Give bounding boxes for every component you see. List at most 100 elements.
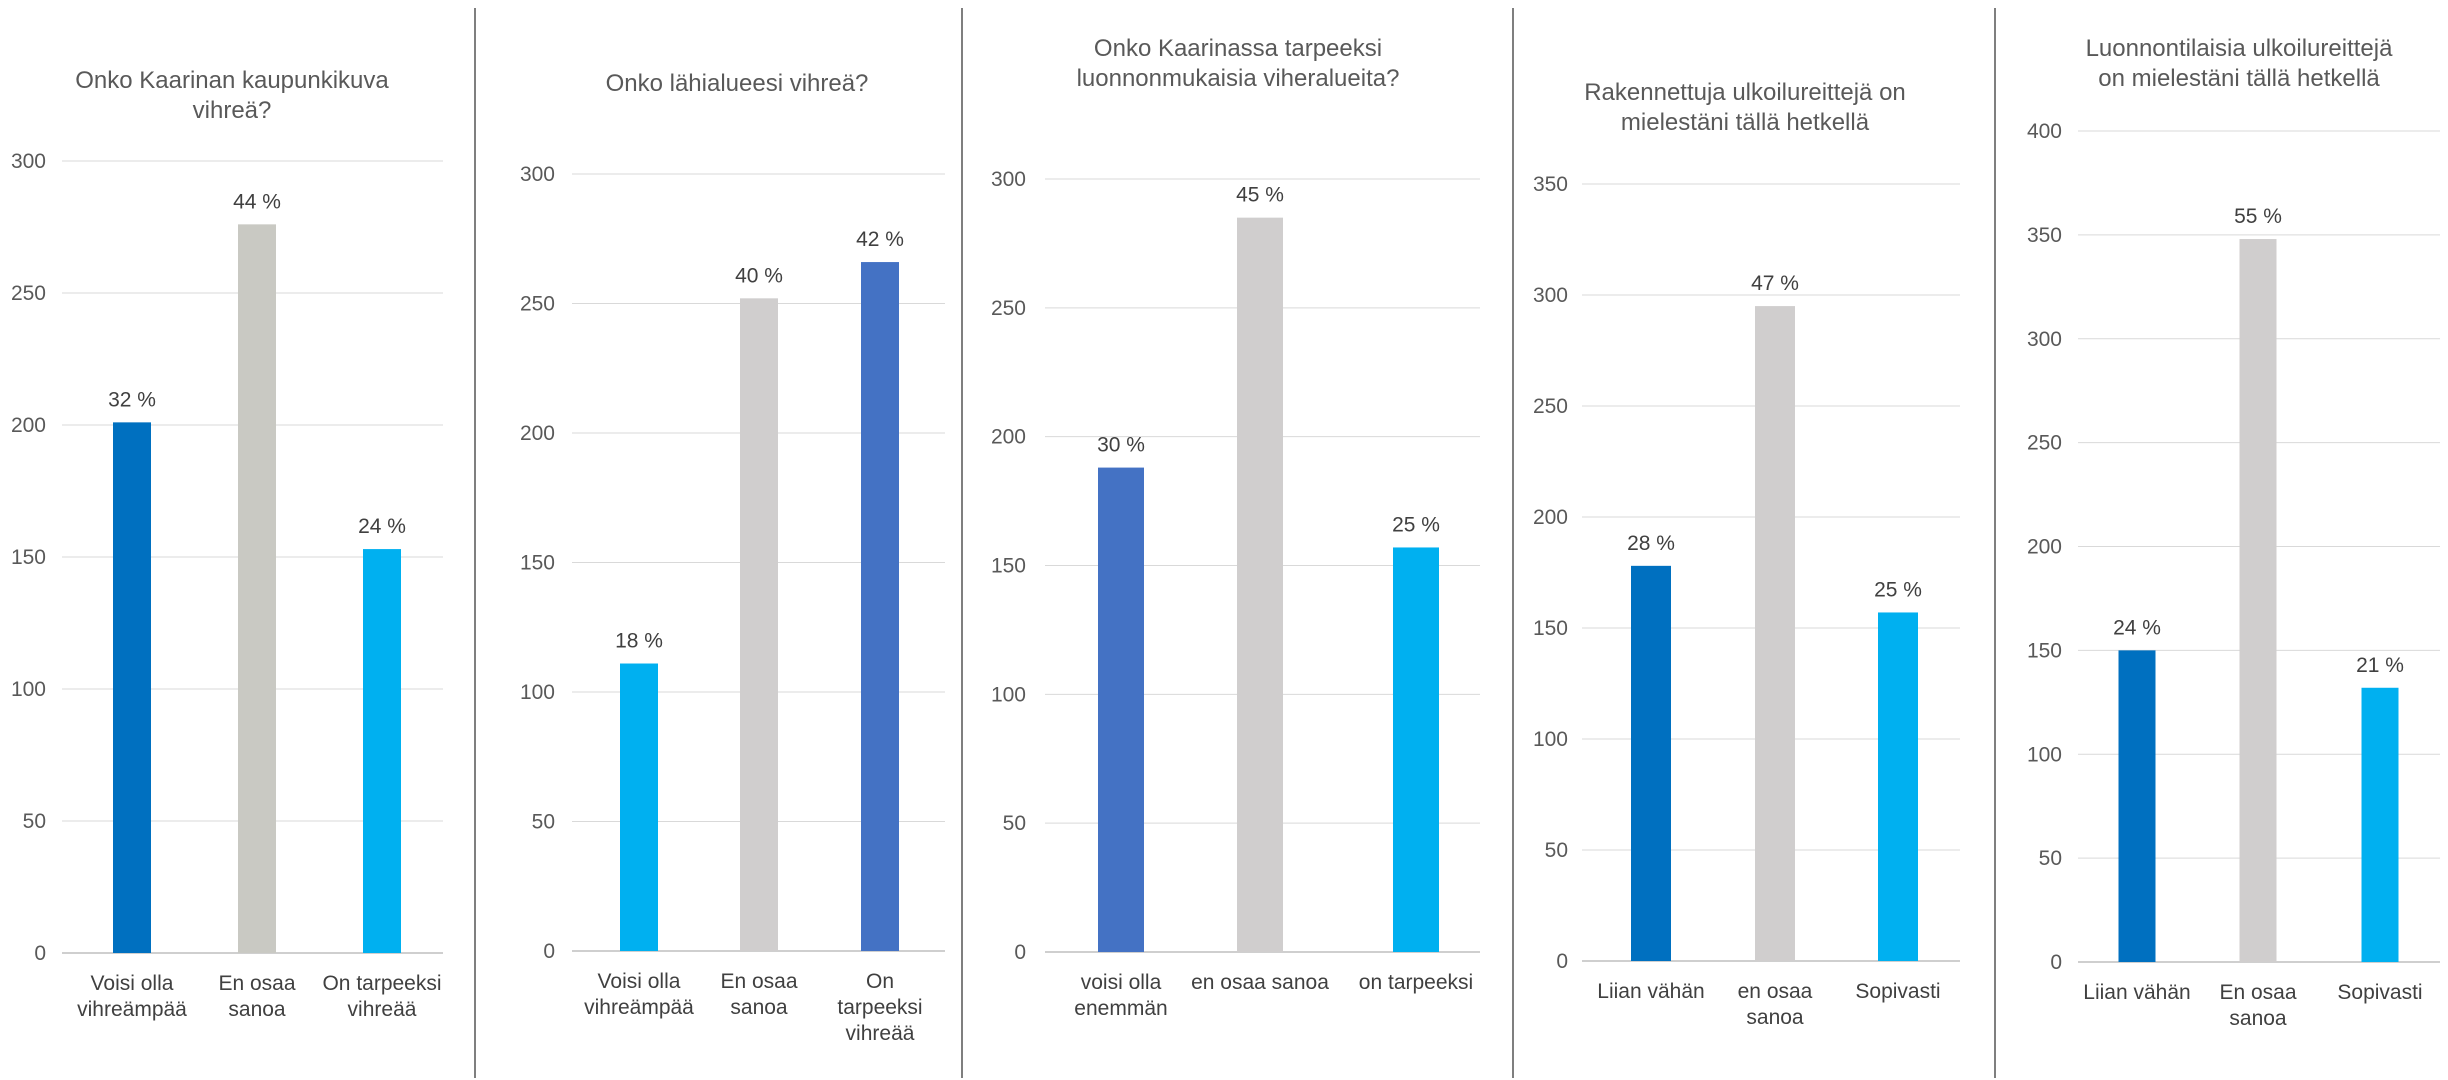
data-label: 25 % (1392, 513, 1440, 536)
bar-3 (2361, 687, 2399, 962)
y-tick-label: 100 (11, 678, 46, 701)
chart-3: 0 50 100 150 200 250 300 Onko Kaarinassa tarpee… (991, 35, 1480, 1020)
chart-title: mielestäni tällä hetkellä (1621, 109, 1870, 136)
category-label: en osaa sanoa (1191, 971, 1329, 994)
bar-3 (1878, 612, 1918, 961)
bar-3 (363, 549, 401, 953)
data-label: 47 % (1751, 272, 1799, 295)
bar-3 (1393, 547, 1439, 952)
category-label: vihreää (348, 998, 417, 1021)
category-label: tarpeeksi (837, 996, 922, 1019)
chart-5: 0 50 100 150 200 250 300 350 400 Luonnontilaisia … (2027, 35, 2440, 1030)
y-tick-label: 300 (2027, 328, 2062, 351)
y-tick-label: 100 (991, 683, 1026, 706)
data-label: 18 % (615, 630, 663, 653)
category-label: Sopivasti (2337, 981, 2422, 1004)
y-tick-label: 0 (1014, 941, 1026, 964)
bar-2 (1755, 306, 1795, 962)
data-label: 55 % (2234, 205, 2282, 228)
y-tick-label: 0 (2050, 951, 2062, 974)
chart-title: Onko Kaarinan kaupunkikuva (75, 67, 389, 94)
chart-title: Luonnontilaisia ulkoilureittejä (2086, 35, 2394, 62)
category-label: sanoa (1746, 1006, 1804, 1029)
data-label: 24 % (2113, 616, 2161, 639)
category-label: On tarpeeksi (322, 972, 441, 995)
y-tick-label: 150 (2027, 639, 2062, 662)
category-label: sanoa (2229, 1007, 2287, 1030)
y-tick-label: 100 (1533, 728, 1568, 751)
bar-1 (620, 663, 658, 951)
y-tick-label: 250 (991, 297, 1026, 320)
data-label: 40 % (735, 264, 783, 287)
data-label: 30 % (1097, 434, 1145, 457)
category-label: vihreää (846, 1022, 915, 1045)
bar-1 (1098, 467, 1144, 952)
y-tick-label: 200 (11, 414, 46, 437)
bar-2 (238, 224, 276, 954)
y-tick-label: 350 (1533, 173, 1568, 196)
y-tick-label: 50 (2039, 847, 2062, 870)
y-tick-label: 150 (991, 555, 1026, 578)
chart-4: 0 50 100 150 200 250 300 350 Rakennettuja ulkoil… (1533, 79, 1960, 1029)
y-tick-label: 300 (1533, 284, 1568, 307)
bar-1 (2118, 650, 2156, 962)
category-label: Liian vähän (2083, 981, 2190, 1004)
y-tick-label: 200 (1533, 506, 1568, 529)
category-label: Voisi olla (598, 970, 681, 993)
category-label: On (866, 970, 894, 993)
y-tick-label: 0 (34, 942, 46, 965)
data-label: 24 % (358, 515, 406, 538)
y-tick-label: 250 (11, 282, 46, 305)
y-tick-label: 150 (1533, 617, 1568, 640)
y-tick-label: 0 (543, 940, 555, 963)
category-label: on tarpeeksi (1359, 971, 1473, 994)
bar-2 (2239, 239, 2277, 962)
data-label: 42 % (856, 228, 904, 251)
y-tick-label: 150 (11, 546, 46, 569)
category-label: En osaa (2219, 981, 2296, 1004)
data-label: 28 % (1627, 532, 1675, 555)
category-label: Voisi olla (91, 972, 174, 995)
bar-3 (861, 262, 899, 951)
y-tick-label: 200 (520, 422, 555, 445)
category-label: Liian vähän (1597, 980, 1704, 1003)
category-label: en osaa (1738, 980, 1813, 1003)
y-tick-label: 200 (991, 426, 1026, 449)
y-tick-label: 300 (11, 150, 46, 173)
category-label: sanoa (730, 996, 788, 1019)
y-tick-label: 250 (520, 293, 555, 316)
y-tick-label: 400 (2027, 120, 2062, 143)
chart-2: 0 50 100 150 200 250 300 Onko lähialueesi vihre… (520, 70, 945, 1045)
y-tick-label: 300 (991, 168, 1026, 191)
y-tick-label: 150 (520, 552, 555, 575)
chart-title: Onko Kaarinassa tarpeeksi (1094, 35, 1382, 62)
category-label: enemmän (1074, 997, 1167, 1020)
y-tick-label: 100 (520, 681, 555, 704)
data-label: 25 % (1874, 578, 1922, 601)
bar-1 (1631, 565, 1671, 961)
y-tick-label: 50 (1003, 812, 1026, 835)
bar-2 (1237, 217, 1283, 952)
y-tick-label: 250 (2027, 432, 2062, 455)
y-tick-label: 50 (23, 810, 46, 833)
y-tick-label: 350 (2027, 224, 2062, 247)
category-label: voisi olla (1081, 971, 1162, 994)
category-label: En osaa (720, 970, 797, 993)
chart-1: 0 50 100 150 200 250 300 Onko Kaarinan kaupunki… (11, 67, 443, 1021)
y-tick-label: 0 (1556, 950, 1568, 973)
chart-title: Onko lähialueesi vihreä? (606, 70, 869, 97)
category-label: vihreämpää (584, 996, 694, 1019)
chart-title: vihreä? (193, 97, 272, 124)
data-label: 32 % (108, 388, 156, 411)
y-tick-label: 50 (1545, 839, 1568, 862)
category-label: En osaa (218, 972, 295, 995)
bar-1 (113, 422, 151, 953)
data-label: 45 % (1236, 184, 1284, 207)
y-tick-label: 100 (2027, 743, 2062, 766)
category-label: sanoa (228, 998, 286, 1021)
data-label: 21 % (2356, 654, 2404, 677)
bar-2 (740, 298, 778, 951)
chart-title: on mielestäni tällä hetkellä (2098, 65, 2380, 92)
chart-title: luonnonmukaisia viheralueita? (1077, 65, 1400, 92)
